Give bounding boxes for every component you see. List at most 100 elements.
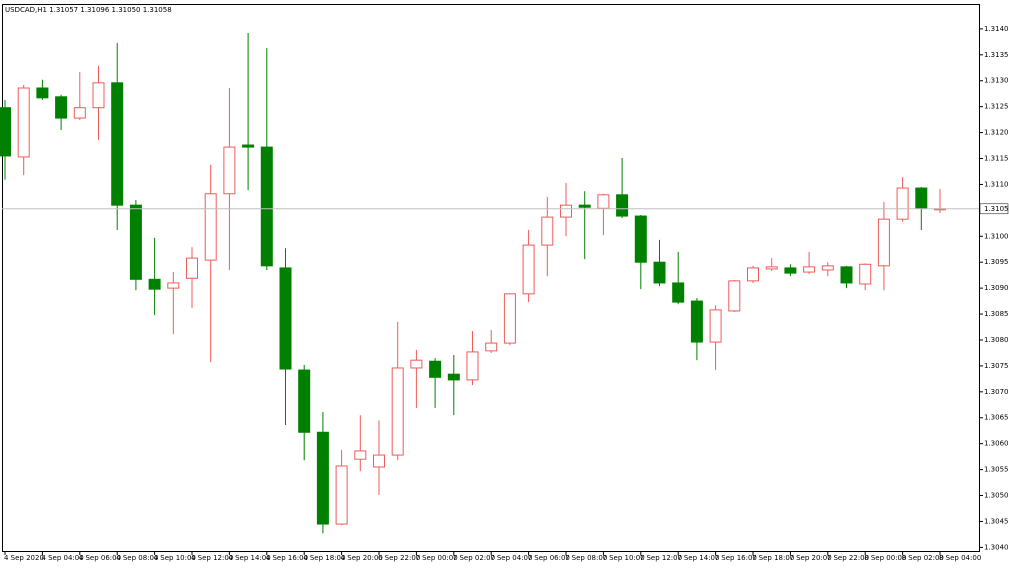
candle-body xyxy=(167,282,180,289)
y-tick-label: 1.31255 xyxy=(984,103,1009,111)
chart-title: USDCAD,H1 1.31057 1.31096 1.31050 1.3105… xyxy=(5,6,172,14)
x-tick-label: 4 Sep 16:00 xyxy=(266,554,308,562)
candle-body xyxy=(373,454,385,468)
candle-body xyxy=(821,265,834,271)
candle-body xyxy=(803,266,816,273)
y-tick-label: 1.31205 xyxy=(984,129,1009,137)
candle-body xyxy=(765,266,778,270)
x-tick-label: 7 Sep 08:00 xyxy=(565,554,607,562)
last-price-box xyxy=(979,203,1009,215)
candle-body xyxy=(298,369,311,433)
x-tick-label: 8 Sep 04:00 xyxy=(939,554,981,562)
candle-body xyxy=(129,204,142,280)
y-tick-label: 1.30805 xyxy=(984,336,1009,344)
candle-body xyxy=(747,267,759,282)
candle-body xyxy=(92,82,105,109)
y-tick-label: 1.30655 xyxy=(984,414,1009,422)
y-tick-label: 1.31355 xyxy=(984,51,1009,59)
candle-body xyxy=(429,360,442,378)
y-tick-label: 1.30605 xyxy=(984,440,1009,448)
x-tick-label: 7 Sep 10:00 xyxy=(602,554,644,562)
candle-body xyxy=(447,373,460,381)
y-tick-label: 1.31405 xyxy=(984,25,1009,33)
candle-body xyxy=(541,216,554,246)
y-tick-label: 1.30455 xyxy=(984,517,1009,525)
y-tick-label: 1.30405 xyxy=(984,543,1009,551)
candle-body xyxy=(466,351,479,381)
candle-body xyxy=(578,204,591,208)
x-tick-label: 4 Sep 18:00 xyxy=(303,554,345,562)
candle-body xyxy=(672,282,685,303)
y-tick-label: 1.30505 xyxy=(984,492,1009,500)
candle-body xyxy=(709,309,722,343)
candle-body xyxy=(335,465,348,525)
y-tick-label: 1.30755 xyxy=(984,362,1009,370)
candle-body xyxy=(840,266,853,284)
candle-body xyxy=(597,194,610,209)
y-tick-label: 1.30555 xyxy=(984,466,1009,474)
candle-body xyxy=(877,218,890,267)
x-tick-label: 6 Sep 22:00 xyxy=(378,554,420,562)
candle-body xyxy=(354,450,367,460)
x-tick-label: 4 Sep 2020 xyxy=(4,554,44,562)
y-tick-label: 1.30905 xyxy=(984,284,1009,292)
x-tick-label: 7 Sep 18:00 xyxy=(752,554,794,562)
y-tick-label: 1.30955 xyxy=(984,258,1009,266)
candle-body xyxy=(616,194,629,217)
candle-body xyxy=(111,82,124,206)
candle-body xyxy=(0,107,11,157)
candle-body xyxy=(279,267,292,370)
y-tick-label: 1.31105 xyxy=(984,180,1009,188)
x-tick-label: 4 Sep 08:00 xyxy=(116,554,158,562)
x-tick-label: 4 Sep 06:00 xyxy=(79,554,121,562)
candle-body xyxy=(728,280,741,312)
x-tick-label: 7 Sep 12:00 xyxy=(640,554,682,562)
x-tick-label: 7 Sep 22:00 xyxy=(827,554,869,562)
x-tick-label: 4 Sep 20:00 xyxy=(341,554,383,562)
candle-body xyxy=(223,146,236,195)
candle-body xyxy=(784,267,797,274)
x-tick-label: 7 Sep 02:00 xyxy=(453,554,495,562)
candle-body xyxy=(560,204,572,218)
x-tick-label: 8 Sep 02:00 xyxy=(902,554,944,562)
last-price-label: 1.31058 xyxy=(984,205,1009,213)
candle-body xyxy=(186,257,198,279)
candle-body xyxy=(896,187,909,220)
x-tick-label: 8 Sep 00:00 xyxy=(864,554,906,562)
candle-body xyxy=(503,293,516,344)
y-tick-label: 1.30705 xyxy=(984,388,1009,396)
candle-body xyxy=(316,431,329,525)
candle-body xyxy=(148,278,161,290)
x-tick-label: 7 Sep 20:00 xyxy=(789,554,831,562)
candle-body xyxy=(36,87,49,99)
candle-body xyxy=(242,144,255,148)
plot-frame xyxy=(2,4,980,552)
x-tick-label: 7 Sep 16:00 xyxy=(715,554,757,562)
candle-body xyxy=(522,244,535,295)
x-tick-label: 4 Sep 14:00 xyxy=(228,554,270,562)
y-tick-label: 1.30855 xyxy=(984,310,1009,318)
candle-body xyxy=(690,300,703,343)
x-tick-label: 7 Sep 04:00 xyxy=(490,554,532,562)
candle-body xyxy=(485,342,498,352)
candle-body xyxy=(260,146,273,267)
candle-body xyxy=(859,263,872,285)
candle-body xyxy=(634,215,647,263)
y-tick-label: 1.31155 xyxy=(984,155,1009,163)
y-tick-label: 1.31005 xyxy=(984,232,1009,240)
x-tick-label: 4 Sep 12:00 xyxy=(191,554,233,562)
candle-body xyxy=(73,107,86,119)
x-tick-label: 4 Sep 10:00 xyxy=(154,554,196,562)
candle-body xyxy=(17,87,30,158)
candle-body xyxy=(410,359,423,369)
x-tick-label: 7 Sep 14:00 xyxy=(677,554,719,562)
candle-body xyxy=(653,261,666,284)
y-tick-label: 1.31305 xyxy=(984,77,1009,85)
x-tick-label: 7 Sep 06:00 xyxy=(528,554,570,562)
candle-body xyxy=(915,187,928,209)
candle-body xyxy=(204,193,217,261)
candle-body xyxy=(55,96,68,119)
x-tick-label: 4 Sep 04:00 xyxy=(41,554,83,562)
candle-body xyxy=(391,367,404,456)
